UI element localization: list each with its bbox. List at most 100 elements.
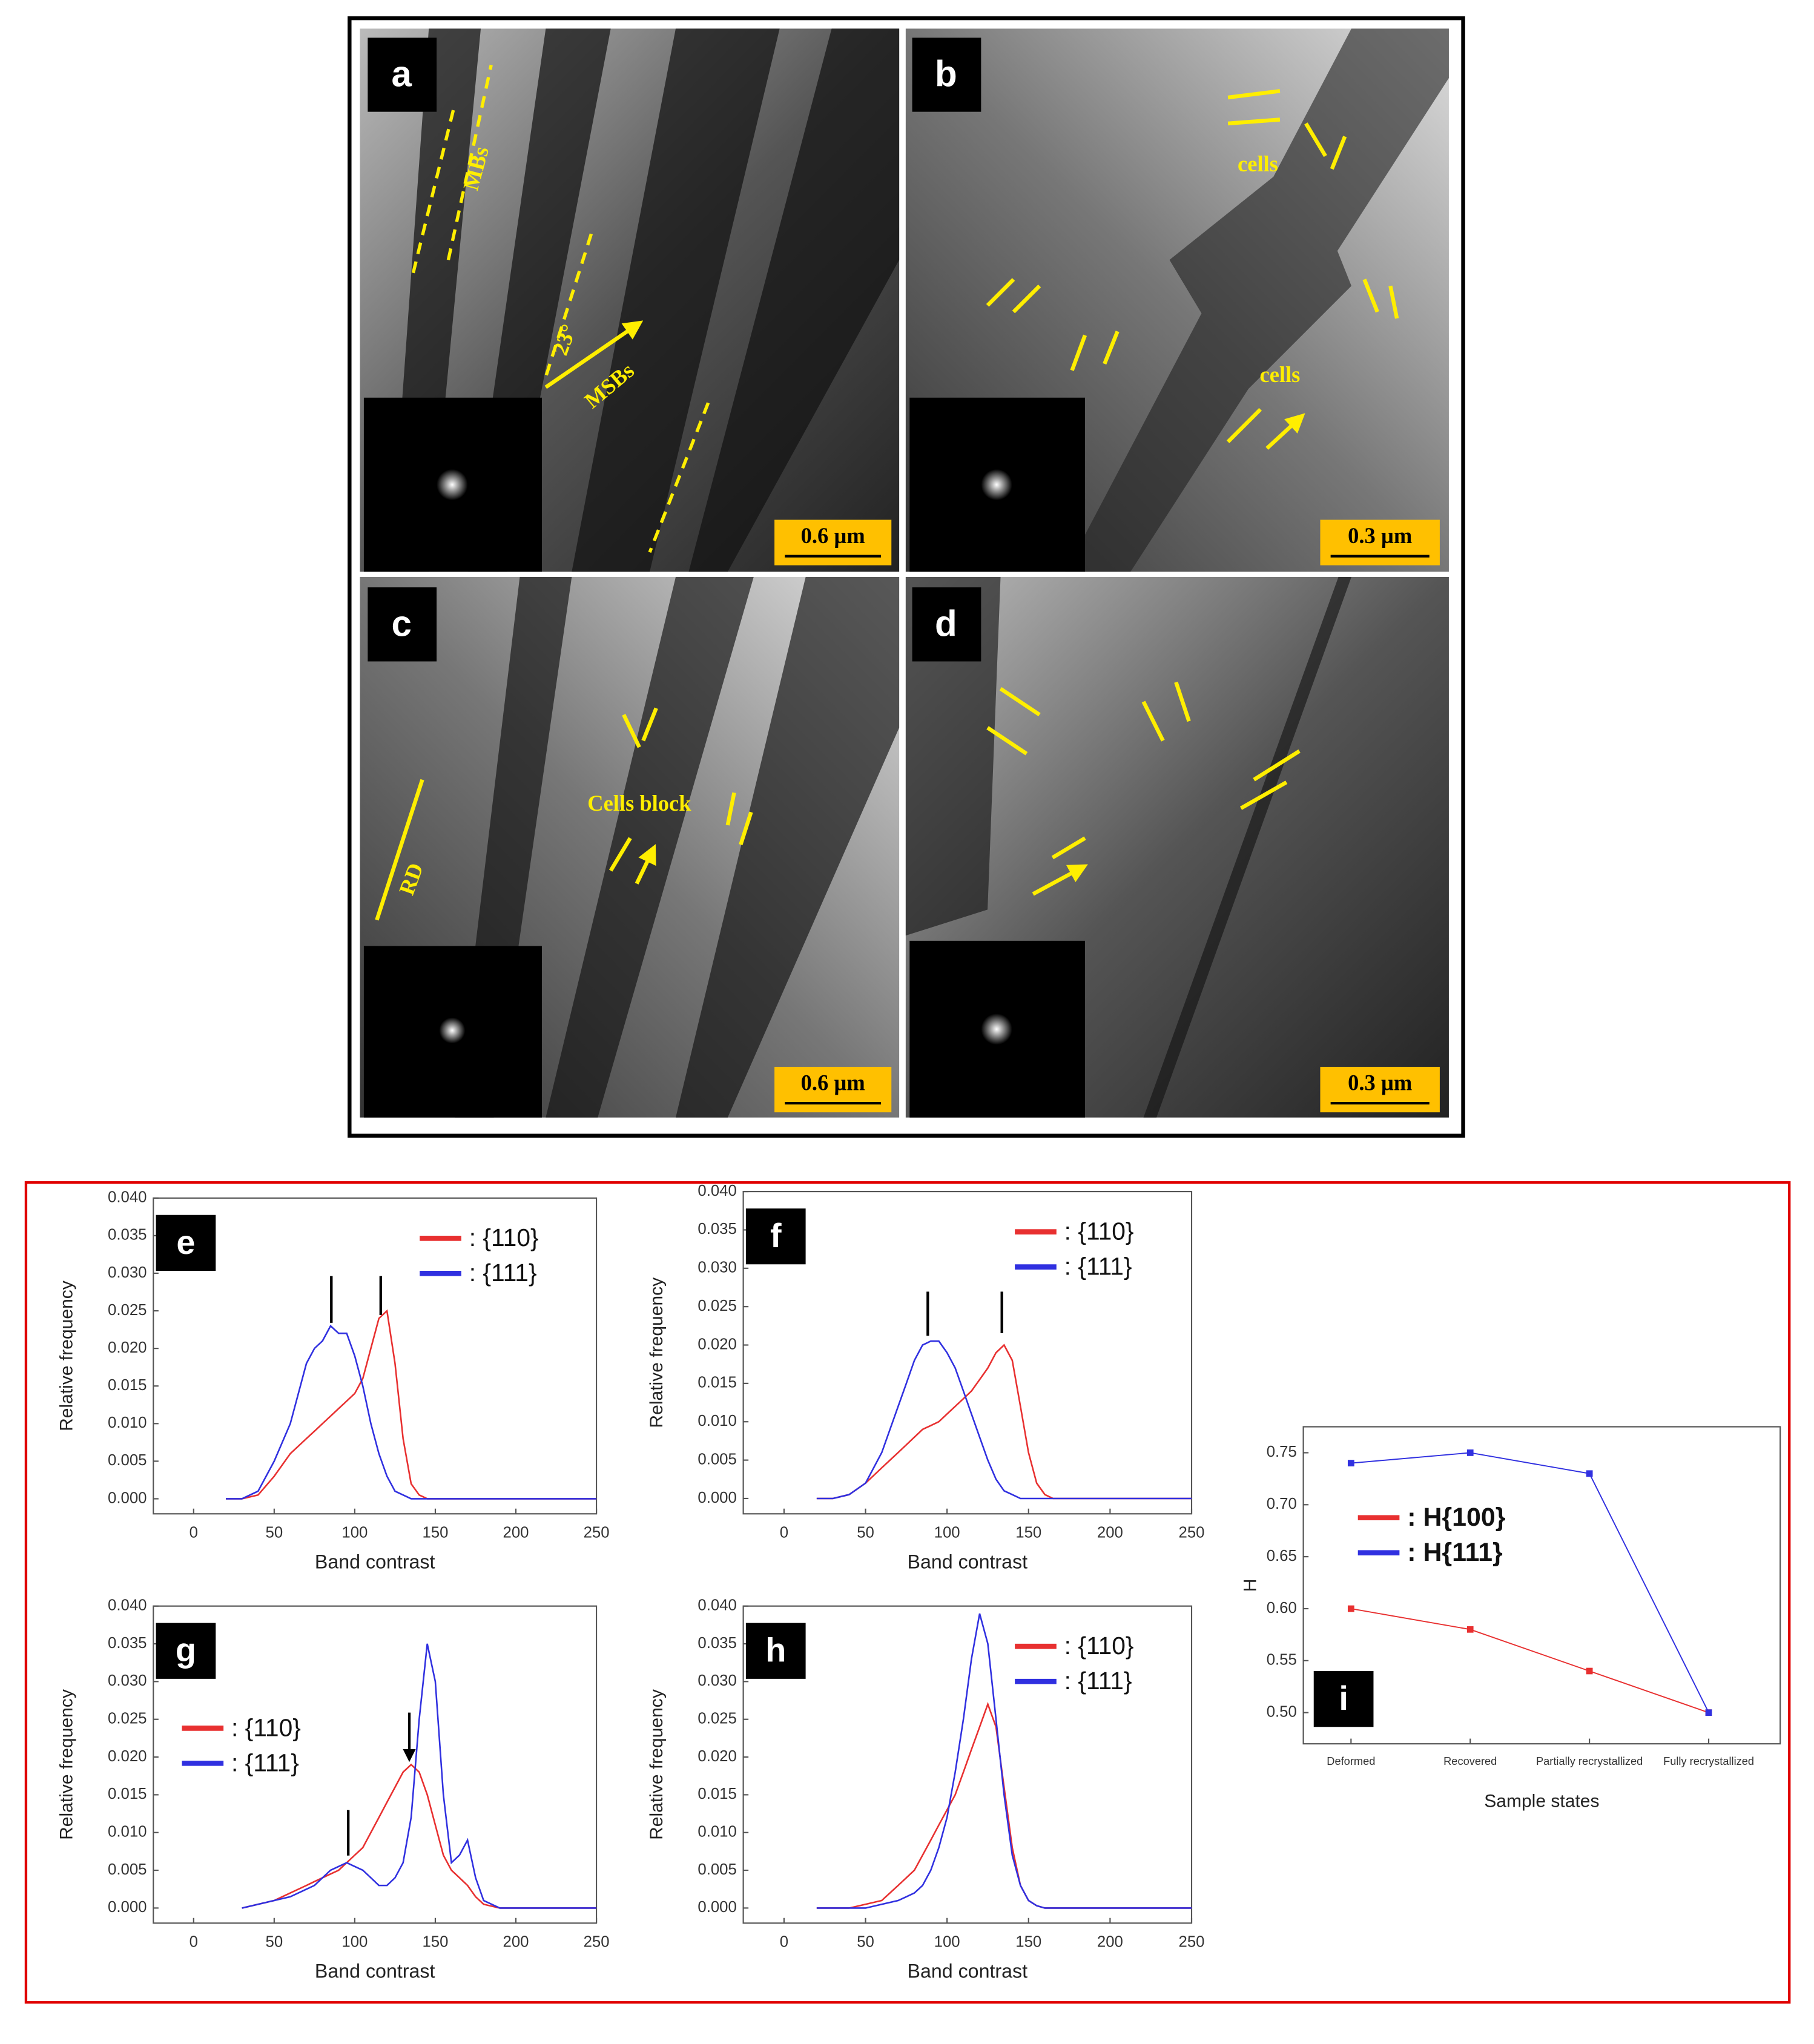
y-tick-label: 0.025 [698,1710,736,1727]
x-tick-label: 150 [1015,1933,1041,1950]
scale-bar-label: 0.6 µm [801,523,865,548]
y-tick-label: 0.030 [108,1672,147,1689]
y-tick-label: 0.035 [108,1635,147,1652]
annotation: cells [1238,151,1278,176]
y-tick-label: 0.025 [108,1710,147,1727]
legend-label: : H{111} [1407,1538,1503,1567]
y-tick-label: 0.020 [698,1336,736,1353]
y-tick-label: 0.50 [1267,1703,1297,1720]
legend-label: : {110} [231,1713,301,1741]
plot-frame [742,1605,1193,1924]
series-line [816,1701,1192,1909]
y-tick-label: 0.020 [698,1748,736,1765]
x-tick-label: 50 [266,1524,283,1541]
y-tick-label: 0.020 [108,1339,147,1356]
x-tick-label: Fully recrystallized [1663,1755,1754,1767]
x-axis-label: Band contrast [315,1960,435,1982]
x-axis-label: Sample states [1484,1792,1599,1812]
y-tick-label: 0.040 [108,1597,147,1614]
micrograph-b: b cells cells 0.3 µm [905,28,1449,572]
y-tick-label: 0.000 [698,1489,736,1506]
chart: 0.50 0.55 0.60 0.65 0.70 0.75 Deformed Recovere… [1241,1426,1781,1812]
y-tick-label: 0.015 [698,1374,736,1391]
y-tick-label: 0.000 [698,1899,736,1916]
legend-label: : H{100} [1407,1503,1505,1532]
series-line [242,1643,597,1909]
y-tick-label: 0.005 [108,1861,147,1878]
point [1347,1605,1354,1612]
panel-label: e [176,1223,195,1261]
panel-label: a [391,54,412,94]
plot-frame [742,1190,1193,1515]
scale-bar-label: 0.3 µm [1348,1070,1412,1095]
x-axis-label: Band contrast [315,1551,435,1572]
y-tick-label: 0.005 [698,1451,736,1468]
y-tick-label: 0.025 [698,1297,736,1314]
x-tick-label: 100 [934,1933,960,1950]
y-axis-label: Relative frequency [57,1281,77,1431]
x-tick-label: 250 [1179,1933,1205,1950]
micrograph-c: c Cells block RD 0.6 µm [360,576,900,1118]
panel-label: g [176,1631,196,1669]
x-tick-label: Deformed [1327,1755,1375,1767]
legend-label: : {111} [231,1749,299,1776]
legend-label: : {111} [1064,1252,1132,1280]
y-tick-label: 0.035 [698,1221,736,1238]
y-tick-label: 0.65 [1267,1548,1297,1564]
point [1705,1709,1712,1716]
y-tick-label: 0.015 [108,1377,147,1394]
scale-bar-label: 0.6 µm [801,1070,865,1095]
legend-label: : {110} [469,1224,539,1251]
panel-label-box [156,1623,216,1679]
y-tick-label: 0.60 [1267,1600,1297,1617]
micrograph-d: d 0.3 µm [905,576,1449,1118]
point [1586,1470,1593,1477]
y-tick-label: 0.035 [698,1635,736,1652]
x-tick-label: Partially recrystallized [1536,1755,1643,1767]
panel-label: i [1339,1679,1348,1717]
panel-label: f [770,1216,782,1254]
x-tick-label: 50 [266,1933,283,1950]
x-tick-label: 100 [341,1524,368,1541]
y-tick-label: 0.020 [108,1748,147,1765]
y-axis-label: Relative frequency [647,1278,667,1428]
series-line [242,1763,597,1909]
x-tick-label: 250 [584,1933,610,1950]
chart: 0.000 0.005 0.010 0.015 0.020 0.025 0.030 0.035… [57,1597,610,1982]
panel-label: d [935,603,957,644]
x-tick-label: 250 [584,1524,610,1541]
panel-label: b [935,54,957,94]
plot-frame [153,1605,598,1924]
annotation: cells [1260,362,1301,387]
x-tick-label: 200 [1097,1933,1123,1950]
x-axis-label: Band contrast [907,1960,1027,1982]
y-tick-label: 0.040 [698,1182,736,1199]
x-axis-label: Band contrast [907,1551,1027,1572]
series-line [1351,1608,1709,1713]
y-tick-label: 0.005 [698,1861,736,1878]
annotation: Cells block [587,791,691,816]
x-tick-label: 150 [1015,1524,1041,1541]
panel-label-box [745,1623,806,1679]
point [1466,1626,1474,1633]
x-tick-label: 200 [1097,1524,1123,1541]
series-line [816,1613,1192,1909]
y-tick-label: 0.040 [108,1189,147,1206]
y-tick-label: 0.70 [1267,1495,1297,1512]
y-tick-label: 0.035 [108,1227,147,1244]
legend-label: : {110} [1064,1218,1134,1245]
y-tick-label: 0.040 [698,1597,736,1614]
series-line [816,1340,1192,1500]
legend-label: : {111} [1064,1667,1132,1695]
y-tick-label: 0.030 [698,1672,736,1689]
y-tick-label: 0.000 [108,1899,147,1916]
y-tick-label: 0.005 [108,1452,147,1469]
panel-label: h [765,1631,786,1669]
x-tick-label: 0 [190,1933,198,1950]
series-line [1351,1452,1710,1713]
y-tick-label: 0.010 [108,1414,147,1431]
y-tick-label: 0.010 [698,1824,736,1841]
x-tick-label: 0 [780,1933,788,1950]
plot-frame [1302,1426,1781,1745]
